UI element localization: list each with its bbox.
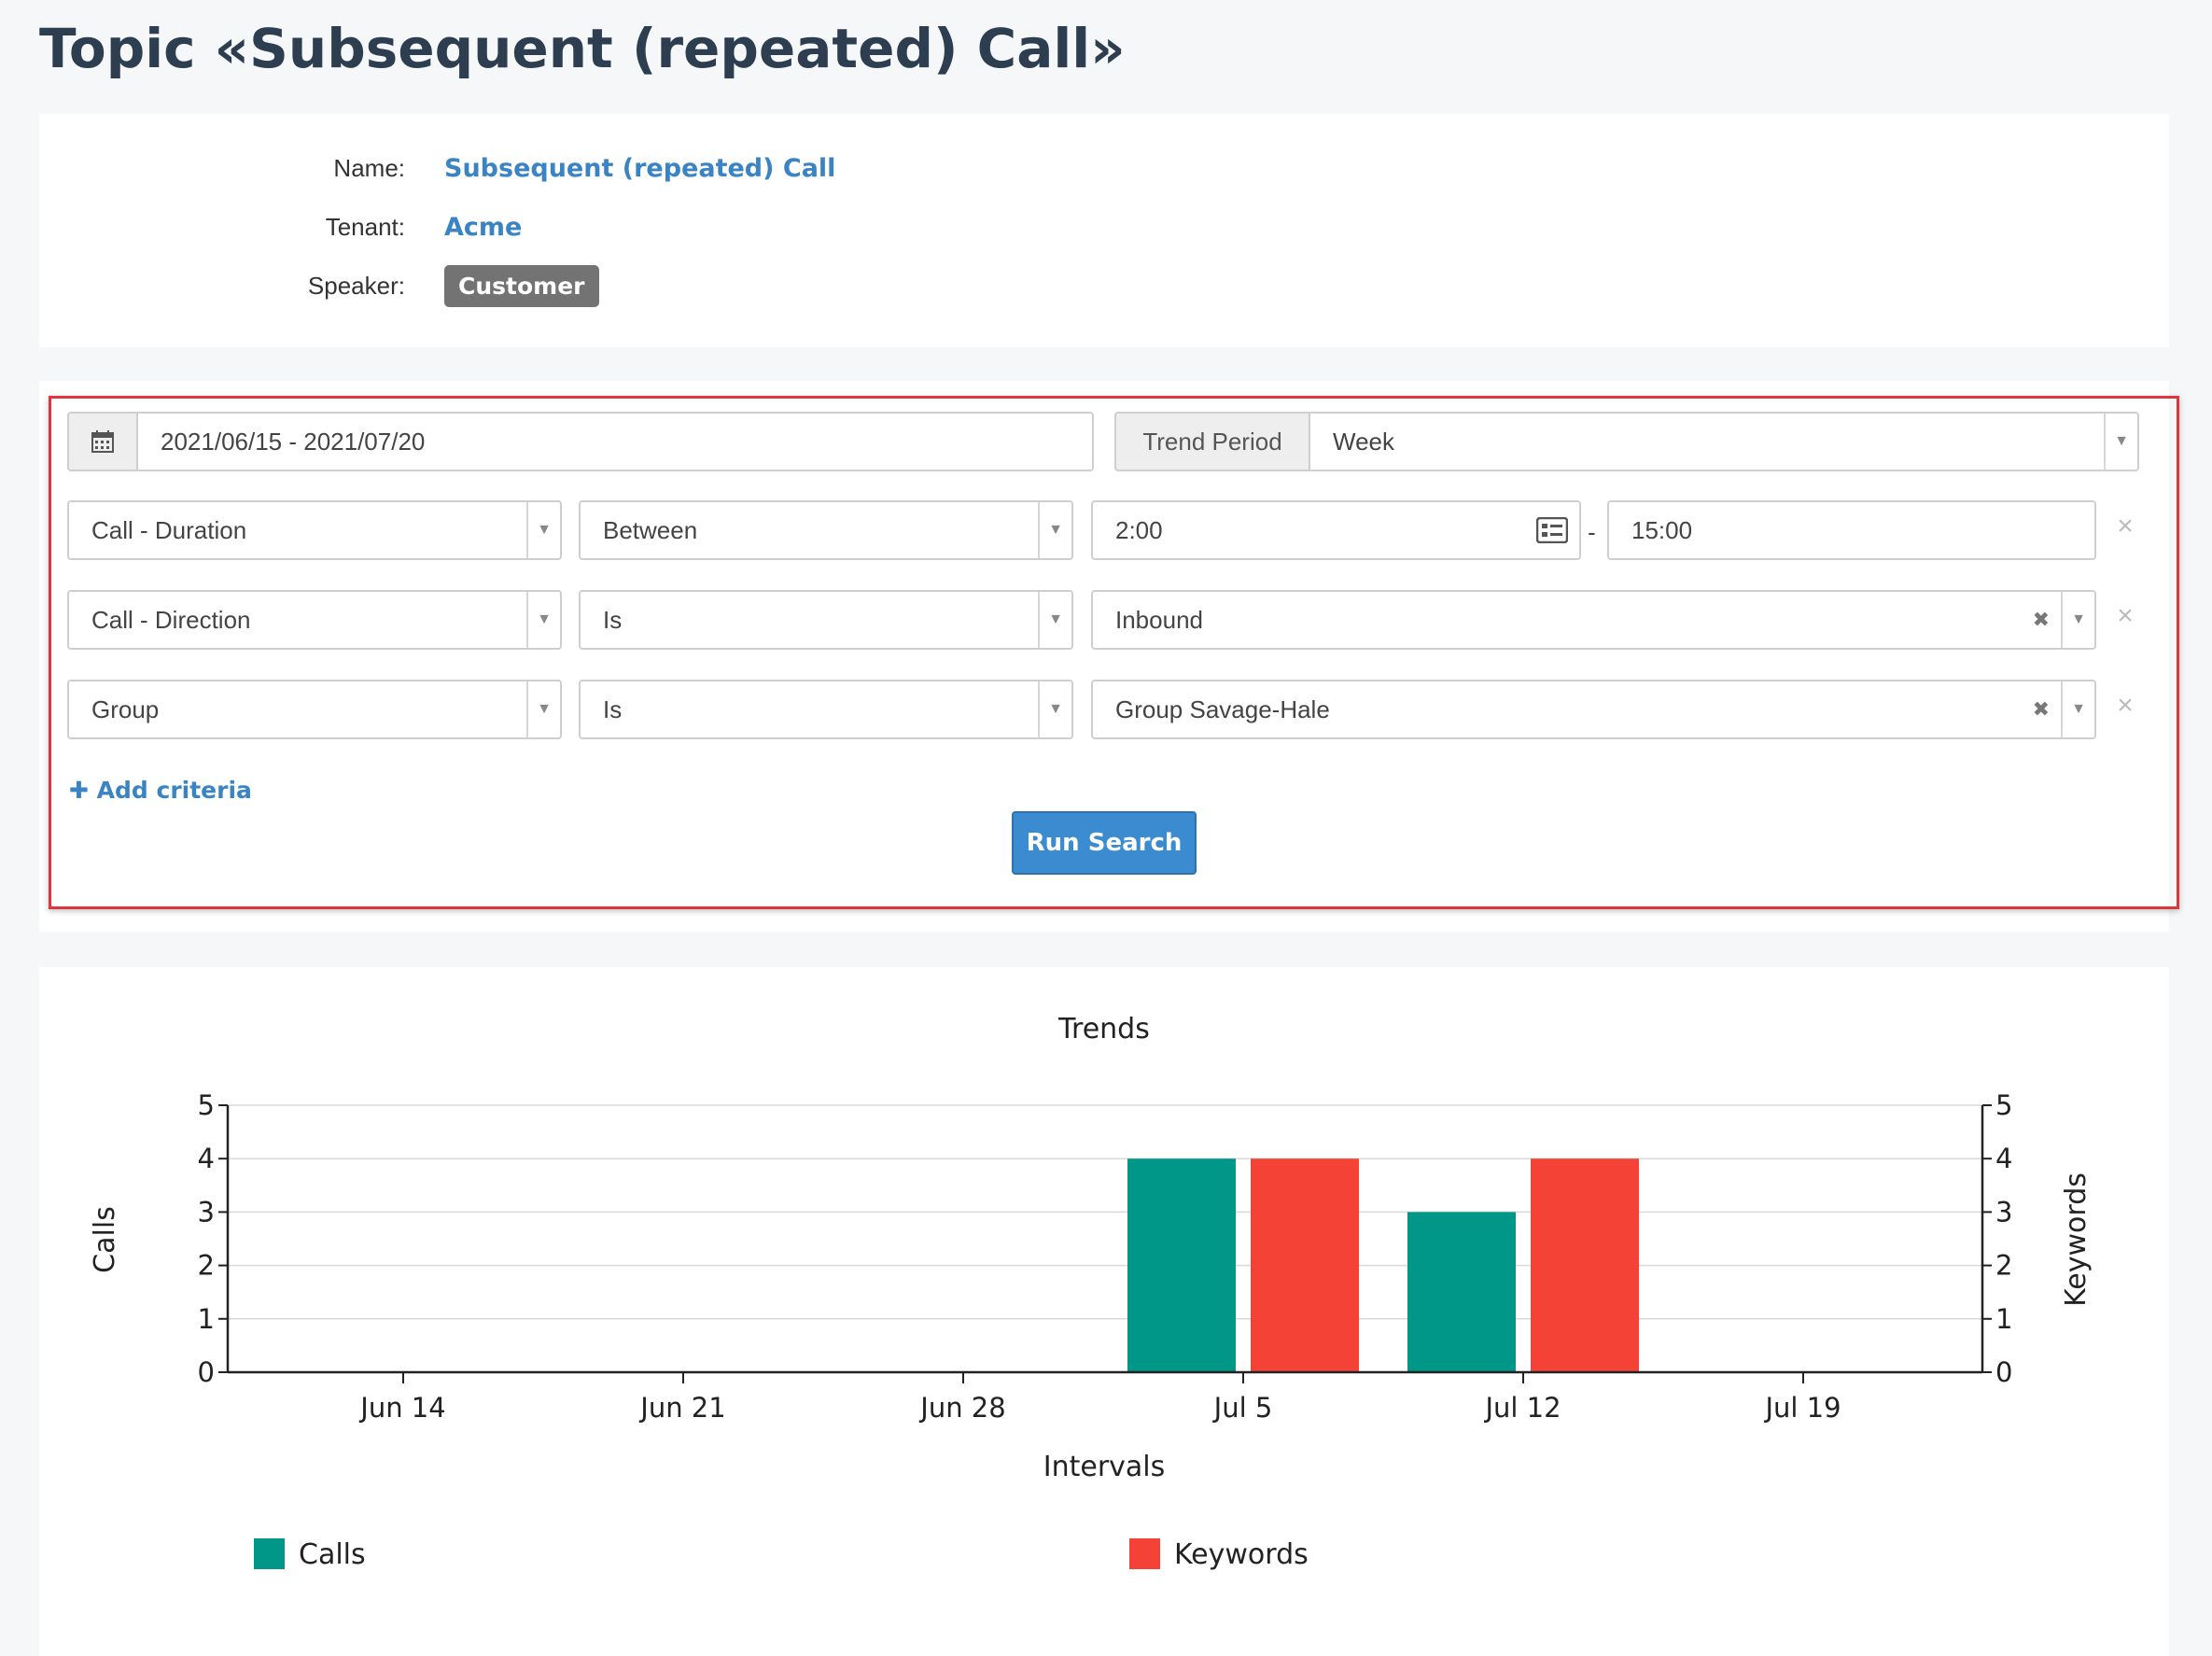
close-icon[interactable]: × [2117,600,2134,631]
criteria-2-operator-select[interactable]: Is ▼ [579,590,1073,650]
y2-axis-label: Keywords [2060,1172,2093,1307]
y2-tick-label: 4 [1995,1143,2012,1174]
chart-title: Trends [1057,1013,1150,1046]
trend-period-label: Trend Period [1114,412,1310,471]
criteria-1-field-select[interactable]: Call - Duration ▼ [67,500,562,560]
chevron-down-icon: ▼ [1038,502,1071,558]
add-criteria-link[interactable]: ✚ Add criteria [69,777,252,804]
criteria-3-value-select[interactable]: Group Savage-Hale ✖ ▼ [1091,680,2096,739]
add-criteria-label: Add criteria [96,777,252,804]
x-tick-label: Jun 21 [638,1392,725,1424]
y-tick-label: 0 [198,1356,215,1388]
criteria-2-operator-value: Is [603,605,623,634]
calls-legend-swatch [254,1538,285,1569]
speaker-row: Speaker: Customer [39,262,2169,309]
trends-chart: Trends Calls Keywords Intervals 0 0 1 1 2 2 3 3… [89,1013,2093,1571]
tenant-link[interactable]: Acme [444,212,523,242]
x-axis-label: Intervals [1043,1451,1166,1483]
chevron-down-icon: ▼ [2061,681,2094,737]
chevron-down-icon: ▼ [1038,681,1071,737]
x-tick-label: Jul 5 [1212,1392,1273,1424]
run-search-button[interactable]: Run Search [1012,811,1197,875]
keywords-bar [1251,1158,1359,1372]
y2-tick-label: 1 [1995,1303,2012,1335]
x-tick-label: Jun 28 [918,1392,1005,1424]
y-tick-label: 5 [198,1089,215,1121]
criteria-1-operator-value: Between [603,515,698,544]
calls-legend-label: Calls [299,1538,366,1571]
y2-tick-label: 2 [1995,1250,2012,1282]
speaker-label: Speaker: [307,271,405,300]
chart-legend: Calls Keywords [254,1538,1309,1571]
criteria-2-field-select[interactable]: Call - Direction ▼ [67,590,562,650]
duration-from-value: 2:00 [1115,515,1163,544]
keywords-bar [1531,1158,1639,1372]
calendar-addon[interactable] [67,412,138,471]
topic-info-card: Name: Subsequent (repeated) Call Tenant:… [39,114,2169,347]
x-tick-label: Jul 19 [1763,1392,1841,1424]
chevron-down-icon: ▼ [1038,592,1071,648]
page-title: Topic «Subsequent (repeated) Call» [39,17,1126,80]
criteria-3-value: Group Savage-Hale [1115,695,1330,723]
chart-axes: 0 0 1 1 2 2 3 3 4 4 5 5 Jun 14 Jun 21 Jun 28 Jul 5 Jul 1… [198,1089,2013,1424]
y2-tick-label: 0 [1995,1356,2012,1388]
chevron-down-icon: ▼ [526,592,560,648]
y2-tick-label: 3 [1995,1196,2012,1228]
name-label: Name: [333,153,405,182]
duration-to-input[interactable]: 15:00 [1607,500,2096,560]
criteria-1-field-value: Call - Duration [91,515,247,544]
chevron-down-icon: ▼ [526,681,560,737]
chevron-down-icon: ▼ [2104,414,2137,470]
duration-to-value: 15:00 [1631,515,1693,544]
y-axis-label: Calls [89,1206,121,1273]
x-tick-label: Jul 12 [1483,1392,1561,1424]
x-tick-label: Jun 14 [358,1392,445,1424]
y2-tick-label: 5 [1995,1089,2012,1121]
criteria-2-field-value: Call - Direction [91,605,251,634]
y-tick-label: 3 [198,1196,215,1228]
tenant-row: Tenant: Acme [39,203,2169,250]
y-tick-label: 4 [198,1143,215,1174]
criteria-2-value: Inbound [1115,605,1203,634]
criteria-3-operator-value: Is [603,695,623,723]
keywords-legend-swatch [1129,1538,1160,1569]
criteria-3-field-value: Group [91,695,160,723]
y-tick-label: 2 [198,1250,215,1282]
chevron-down-icon: ▼ [2061,592,2094,648]
tenant-label: Tenant: [325,212,405,241]
clear-icon[interactable]: ✖ [2032,608,2050,631]
criteria-2-value-select[interactable]: Inbound ✖ ▼ [1091,590,2096,650]
y-tick-label: 1 [198,1303,215,1335]
close-icon[interactable]: × [2117,690,2134,721]
name-link[interactable]: Subsequent (repeated) Call [444,153,836,183]
trends-chart-card: Trends Calls Keywords Intervals 0 0 1 1 2 2 3 3… [39,967,2169,1656]
chart-grid [228,1104,1982,1320]
criteria-3-field-select[interactable]: Group ▼ [67,680,562,739]
date-range-input[interactable]: 2021/06/15 - 2021/07/20 [136,412,1094,471]
keyboard-icon[interactable] [1536,517,1568,543]
duration-from-input[interactable]: 2:00 [1091,500,1581,560]
clear-icon[interactable]: ✖ [2032,697,2050,721]
calendar-icon [91,430,114,453]
chart-bars [1127,1158,1639,1372]
name-row: Name: Subsequent (repeated) Call [39,145,2169,191]
keywords-legend-label: Keywords [1174,1538,1309,1571]
criteria-1-operator-select[interactable]: Between ▼ [579,500,1073,560]
trend-period-value: Week [1333,427,1394,456]
date-range-value: 2021/06/15 - 2021/07/20 [161,427,426,456]
calls-bar [1127,1158,1236,1372]
chevron-down-icon: ▼ [526,502,560,558]
criteria-3-operator-select[interactable]: Is ▼ [579,680,1073,739]
range-separator: - [1588,518,1596,546]
calls-bar [1407,1212,1516,1372]
speaker-badge: Customer [444,264,599,307]
close-icon[interactable]: × [2117,511,2134,541]
trend-period-select[interactable]: Week ▼ [1309,412,2139,471]
plus-icon: ✚ [69,777,89,804]
